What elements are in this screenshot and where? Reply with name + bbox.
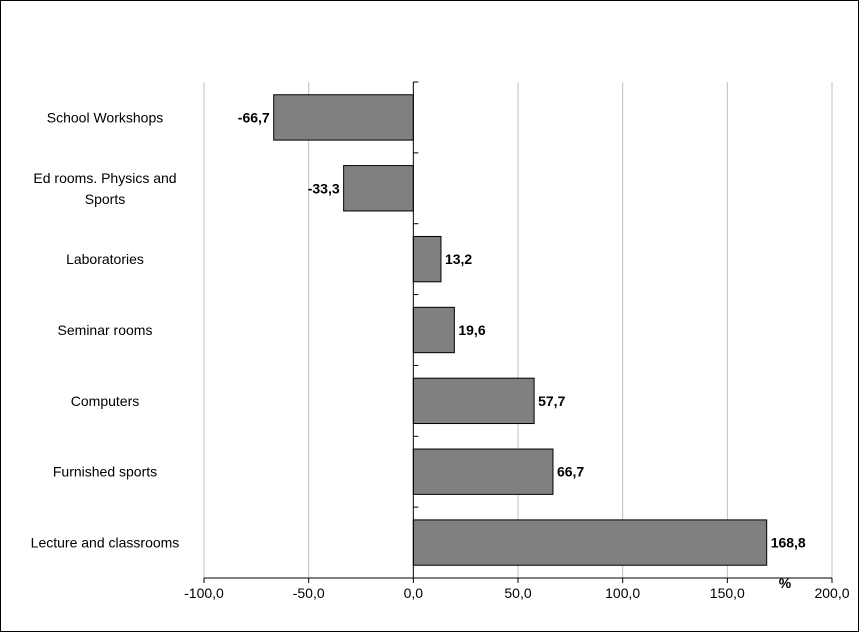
x-axis-unit-label: % (779, 575, 792, 591)
data-label-5: 66,7 (557, 464, 584, 480)
x-tick-label-0: -100,0 (184, 585, 224, 601)
x-tick-label-3: 50,0 (504, 585, 531, 601)
x-tick-label-1: -50,0 (293, 585, 325, 601)
labels: -100,0 -50,0 0,0 50,0 100,0 150,0 200,0 -66,7 Sc… (31, 109, 850, 601)
category-label-line-2-0: Laboratories (66, 251, 144, 267)
data-label-3: 19,6 (458, 322, 485, 338)
category-label-line-1-1: Sports (85, 191, 125, 207)
x-tick-label-6: 200,0 (814, 585, 849, 601)
data-label-4: 57,7 (538, 393, 565, 409)
x-tick-label-4: 100,0 (605, 585, 640, 601)
data-label-0: -66,7 (238, 109, 270, 125)
category-label-line-0-0: School Workshops (47, 109, 163, 125)
bar-0 (273, 94, 414, 141)
category-label-5: Furnished sports (53, 464, 157, 480)
bar-4 (412, 377, 535, 425)
data-label-6: 168,8 (771, 535, 806, 551)
bar-2 (412, 235, 442, 283)
category-label-1: Ed rooms. Physics and Sports (33, 170, 176, 207)
bar-1 (343, 165, 414, 212)
category-label-line-4-0: Computers (71, 393, 139, 409)
category-label-6: Lecture and classrooms (31, 535, 180, 551)
axes (203, 81, 833, 583)
data-label-2: 13,2 (445, 251, 472, 267)
bar-3 (412, 306, 455, 354)
category-label-3: Seminar rooms (58, 322, 153, 338)
category-label-line-1-0: Ed rooms. Physics and (33, 170, 176, 186)
bar-5 (412, 448, 554, 495)
category-label-line-5-0: Furnished sports (53, 464, 157, 480)
data-label-1: -33,3 (308, 180, 340, 196)
category-label-line-3-0: Seminar rooms (58, 322, 153, 338)
category-label-4: Computers (71, 393, 139, 409)
category-label-line-6-0: Lecture and classrooms (31, 535, 180, 551)
gridlines (203, 82, 833, 578)
x-tick-label-5: 150,0 (710, 585, 745, 601)
bars (273, 94, 768, 566)
category-label-0: School Workshops (47, 109, 163, 125)
bar-6 (412, 519, 768, 566)
x-tick-label-2: 0,0 (404, 585, 424, 601)
category-label-2: Laboratories (66, 251, 144, 267)
